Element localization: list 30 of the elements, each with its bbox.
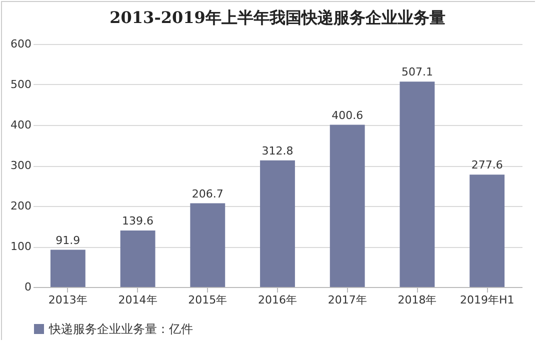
x-tick-label: 2019年H1 <box>460 294 514 306</box>
x-tick-label: 2018年 <box>398 294 437 306</box>
data-label: 91.9 <box>56 234 80 247</box>
bar <box>50 250 86 287</box>
x-tick-label: 2013年 <box>48 294 88 306</box>
bar <box>120 230 156 287</box>
y-tick-label: 0 <box>24 280 32 294</box>
y-tick-label: 300 <box>10 159 32 172</box>
bar <box>330 124 365 287</box>
data-label: 400.6 <box>332 108 364 122</box>
chart-title: 2013-2019年上半年我国快递服务企业业务量 <box>110 8 446 27</box>
x-tick-label: 2015年 <box>188 294 228 306</box>
data-label: 507.1 <box>401 66 433 79</box>
y-tick-label: 500 <box>10 78 32 91</box>
bar <box>470 174 505 287</box>
data-label: 139.6 <box>122 214 154 228</box>
data-label: 277.6 <box>471 158 503 172</box>
bar <box>260 160 295 287</box>
bar <box>400 82 435 287</box>
y-tick-label: 200 <box>10 200 32 212</box>
data-label: 312.8 <box>262 144 294 158</box>
y-tick-label: 100 <box>10 240 32 253</box>
bar <box>190 203 226 287</box>
x-tick-label: 2017年 <box>328 294 367 306</box>
data-label: 206.7 <box>192 187 224 200</box>
y-tick-label: 600 <box>10 38 32 50</box>
x-tick-label: 2014年 <box>118 294 158 306</box>
y-tick-label: 400 <box>10 118 32 132</box>
x-tick-label: 2016年 <box>258 294 297 306</box>
legend-label: 快递服务企业业务量：亿件 <box>48 322 193 336</box>
